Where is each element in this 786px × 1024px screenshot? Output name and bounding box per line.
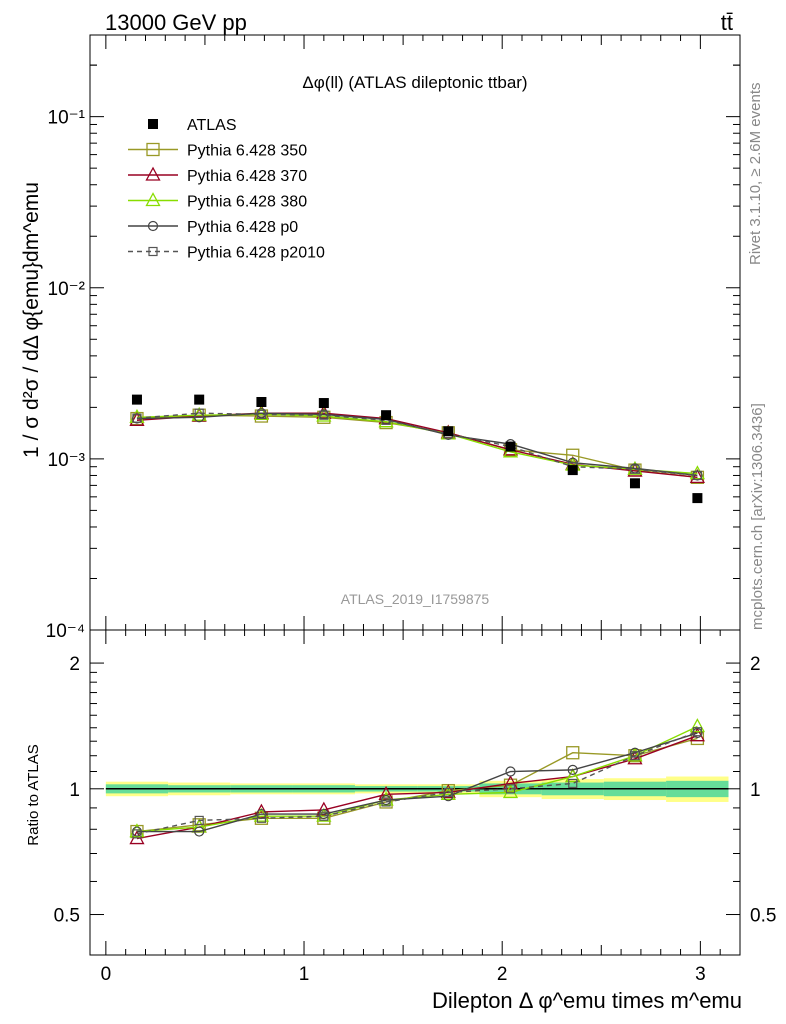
data-point <box>443 426 454 437</box>
ratio-point <box>630 751 640 761</box>
energy-label: 13000 GeV pp <box>105 10 247 35</box>
ratio-point <box>567 764 578 775</box>
data-point <box>505 441 516 452</box>
ratio-point <box>505 766 516 777</box>
ratio-point <box>503 778 518 792</box>
ratio-tick-label: 0.5 <box>750 906 776 927</box>
x-tick-label: 1 <box>299 964 310 985</box>
data-point <box>689 468 705 483</box>
data-point <box>131 394 142 405</box>
data-point <box>316 404 332 419</box>
data-point <box>630 464 640 474</box>
data-point <box>194 408 204 418</box>
data-point <box>629 478 640 489</box>
ratio-tick-label: 1 <box>69 780 80 801</box>
y-axis-label: 1 / σ d²σ / dΔ φ{emu}dm^emu <box>20 182 43 458</box>
ratio-point <box>627 747 643 762</box>
series-line <box>136 412 698 477</box>
plot-title: Δφ(ll) (ATLAS dileptonic ttbar) <box>302 73 527 92</box>
ratio-tick-label: 1 <box>750 780 761 801</box>
ratio-tick-label: 0.5 <box>54 906 80 927</box>
watermark: ATLAS_2019_I1759875 <box>341 591 490 607</box>
legend-label: Pythia 6.428 370 <box>187 168 307 185</box>
data-point <box>319 410 329 420</box>
ratio-point <box>689 718 705 733</box>
data-point <box>194 394 205 405</box>
y-tick-label: 10⁻² <box>48 279 86 300</box>
process-label: tt̄ <box>721 10 733 35</box>
ratio-point <box>568 778 578 789</box>
legend-marker <box>145 166 161 181</box>
ratio-point <box>319 811 329 821</box>
data-point <box>692 493 703 504</box>
x-tick-label: 3 <box>695 964 706 985</box>
ratio-point <box>440 784 456 799</box>
ratio-point <box>502 775 519 790</box>
legend-label: Pythia 6.428 p0 <box>187 219 298 236</box>
ratio-series <box>129 718 705 845</box>
ratio-point <box>256 813 267 823</box>
ratio-point <box>381 797 391 807</box>
data-point <box>567 465 578 476</box>
data-point <box>566 448 580 462</box>
y-tick-label: 10⁻³ <box>48 450 86 471</box>
data-point <box>381 410 392 421</box>
data-point <box>129 411 145 426</box>
y-tick-label: 10⁻⁴ <box>46 621 85 642</box>
x-tick-label: 2 <box>497 964 508 985</box>
legend-marker <box>148 119 158 129</box>
data-point <box>318 398 329 409</box>
legend-label: Pythia 6.428 p2010 <box>187 245 325 262</box>
ratio-point <box>194 815 204 826</box>
legend-label: Pythia 6.428 380 <box>187 194 307 211</box>
ratio-point <box>692 727 702 737</box>
legend: ATLAS Pythia 6.428 350 Pythia 6.428 370 Pyt… <box>128 117 325 262</box>
ratio-point <box>565 768 581 783</box>
x-tick-label: 0 <box>101 964 112 985</box>
data-point <box>692 470 702 481</box>
legend-marker <box>146 142 160 157</box>
ratio-point <box>502 784 519 799</box>
data-point <box>256 396 267 407</box>
mcplots-label: mcplots.cern.ch [arXiv:1306.3436] <box>749 403 766 630</box>
legend-marker <box>147 220 159 232</box>
x-ticks: 0 1 2 3 <box>101 630 721 985</box>
ratio-point <box>566 746 580 760</box>
ratio-point <box>505 784 516 794</box>
ratio-point <box>443 787 453 798</box>
ratio-tick-label: 2 <box>750 654 761 675</box>
legend-marker <box>145 192 161 207</box>
legend-label: ATLAS <box>187 117 237 134</box>
ratio-point <box>132 829 142 839</box>
data-point <box>256 409 267 419</box>
y-tick-label: 10⁻¹ <box>48 108 86 129</box>
series-line <box>136 412 698 477</box>
ratio-line <box>136 731 698 835</box>
ratio-point <box>316 801 332 816</box>
ratio-line <box>136 732 698 833</box>
data-point <box>132 413 142 423</box>
legend-marker <box>148 246 158 257</box>
main-panel: Δφ(ll) (ATLAS dileptonic ttbar) ATLAS_20… <box>20 34 741 642</box>
ratio-y-axis-label: Ratio to ATLAS <box>25 744 42 845</box>
main-series <box>129 394 705 504</box>
main-y-ticks: 10⁻⁴ 10⁻³ 10⁻² 10⁻¹ <box>46 34 740 642</box>
ratio-panel-frame <box>89 629 741 956</box>
ratio-y-ticks: 0.5 0.5 1 1 2 2 <box>54 654 776 956</box>
ratio-point <box>194 826 205 837</box>
ratio-tick-label: 2 <box>69 654 80 675</box>
x-axis-label: Dilepton Δ φ^emu times m^emu <box>432 988 742 1013</box>
rivet-label: Rivet 3.1.10, ≥ 2.6M events <box>747 83 764 266</box>
legend-label: Pythia 6.428 350 <box>187 143 307 160</box>
ratio-panel: Ratio to ATLAS 0.5 0.5 1 1 2 2 0 1 2 3 Dilepton … <box>25 629 776 1013</box>
